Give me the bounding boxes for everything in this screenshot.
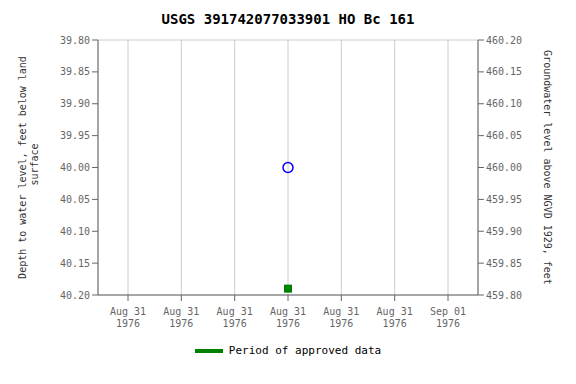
svg-text:40.05: 40.05 — [60, 194, 90, 205]
html-text:USGS 391742077033901 HO Bc 161: USGS 391742077033901 HO Bc 161 — [161, 11, 415, 27]
svg-text:40.10: 40.10 — [60, 226, 90, 237]
svg-text:39.80: 39.80 — [60, 35, 90, 46]
svg-text:460.05: 460.05 — [486, 130, 522, 141]
svg-text:39.95: 39.95 — [60, 130, 90, 141]
svg-text:Aug 311976: Aug 311976 — [217, 306, 253, 329]
svg-text:39.90: 39.90 — [60, 98, 90, 109]
svg-text:Depth to water level, feet bel: Depth to water level, feet below land su… — [17, 56, 40, 279]
svg-text:Groundwater level above NGVD 1: Groundwater level above NGVD 1929, feet — [542, 50, 553, 285]
svg-text:40.00: 40.00 — [60, 162, 90, 173]
svg-text:460.00: 460.00 — [486, 162, 522, 173]
svg-text:460.20: 460.20 — [486, 35, 522, 46]
html-text:Period of approved data: Period of approved data — [228, 344, 382, 357]
svg-text:459.90: 459.90 — [486, 226, 522, 237]
svg-text:40.20: 40.20 — [60, 290, 90, 301]
svg-text:40.15: 40.15 — [60, 258, 90, 269]
svg-text:460.10: 460.10 — [486, 98, 522, 109]
svg-text:Aug 311976: Aug 311976 — [110, 306, 146, 329]
svg-text:Aug 311976: Aug 311976 — [270, 306, 306, 329]
svg-text:39.85: 39.85 — [60, 66, 90, 77]
svg-text:Aug 311976: Aug 311976 — [377, 306, 413, 329]
svg-text:Aug 311976: Aug 311976 — [323, 306, 359, 329]
svg-text:459.85: 459.85 — [486, 258, 522, 269]
svg-text:460.15: 460.15 — [486, 66, 522, 77]
svg-text:Aug 311976: Aug 311976 — [163, 306, 199, 329]
svg-text:459.95: 459.95 — [486, 194, 522, 205]
svg-text:459.80: 459.80 — [486, 290, 522, 301]
svg-text:Sep 011976: Sep 011976 — [430, 306, 466, 329]
